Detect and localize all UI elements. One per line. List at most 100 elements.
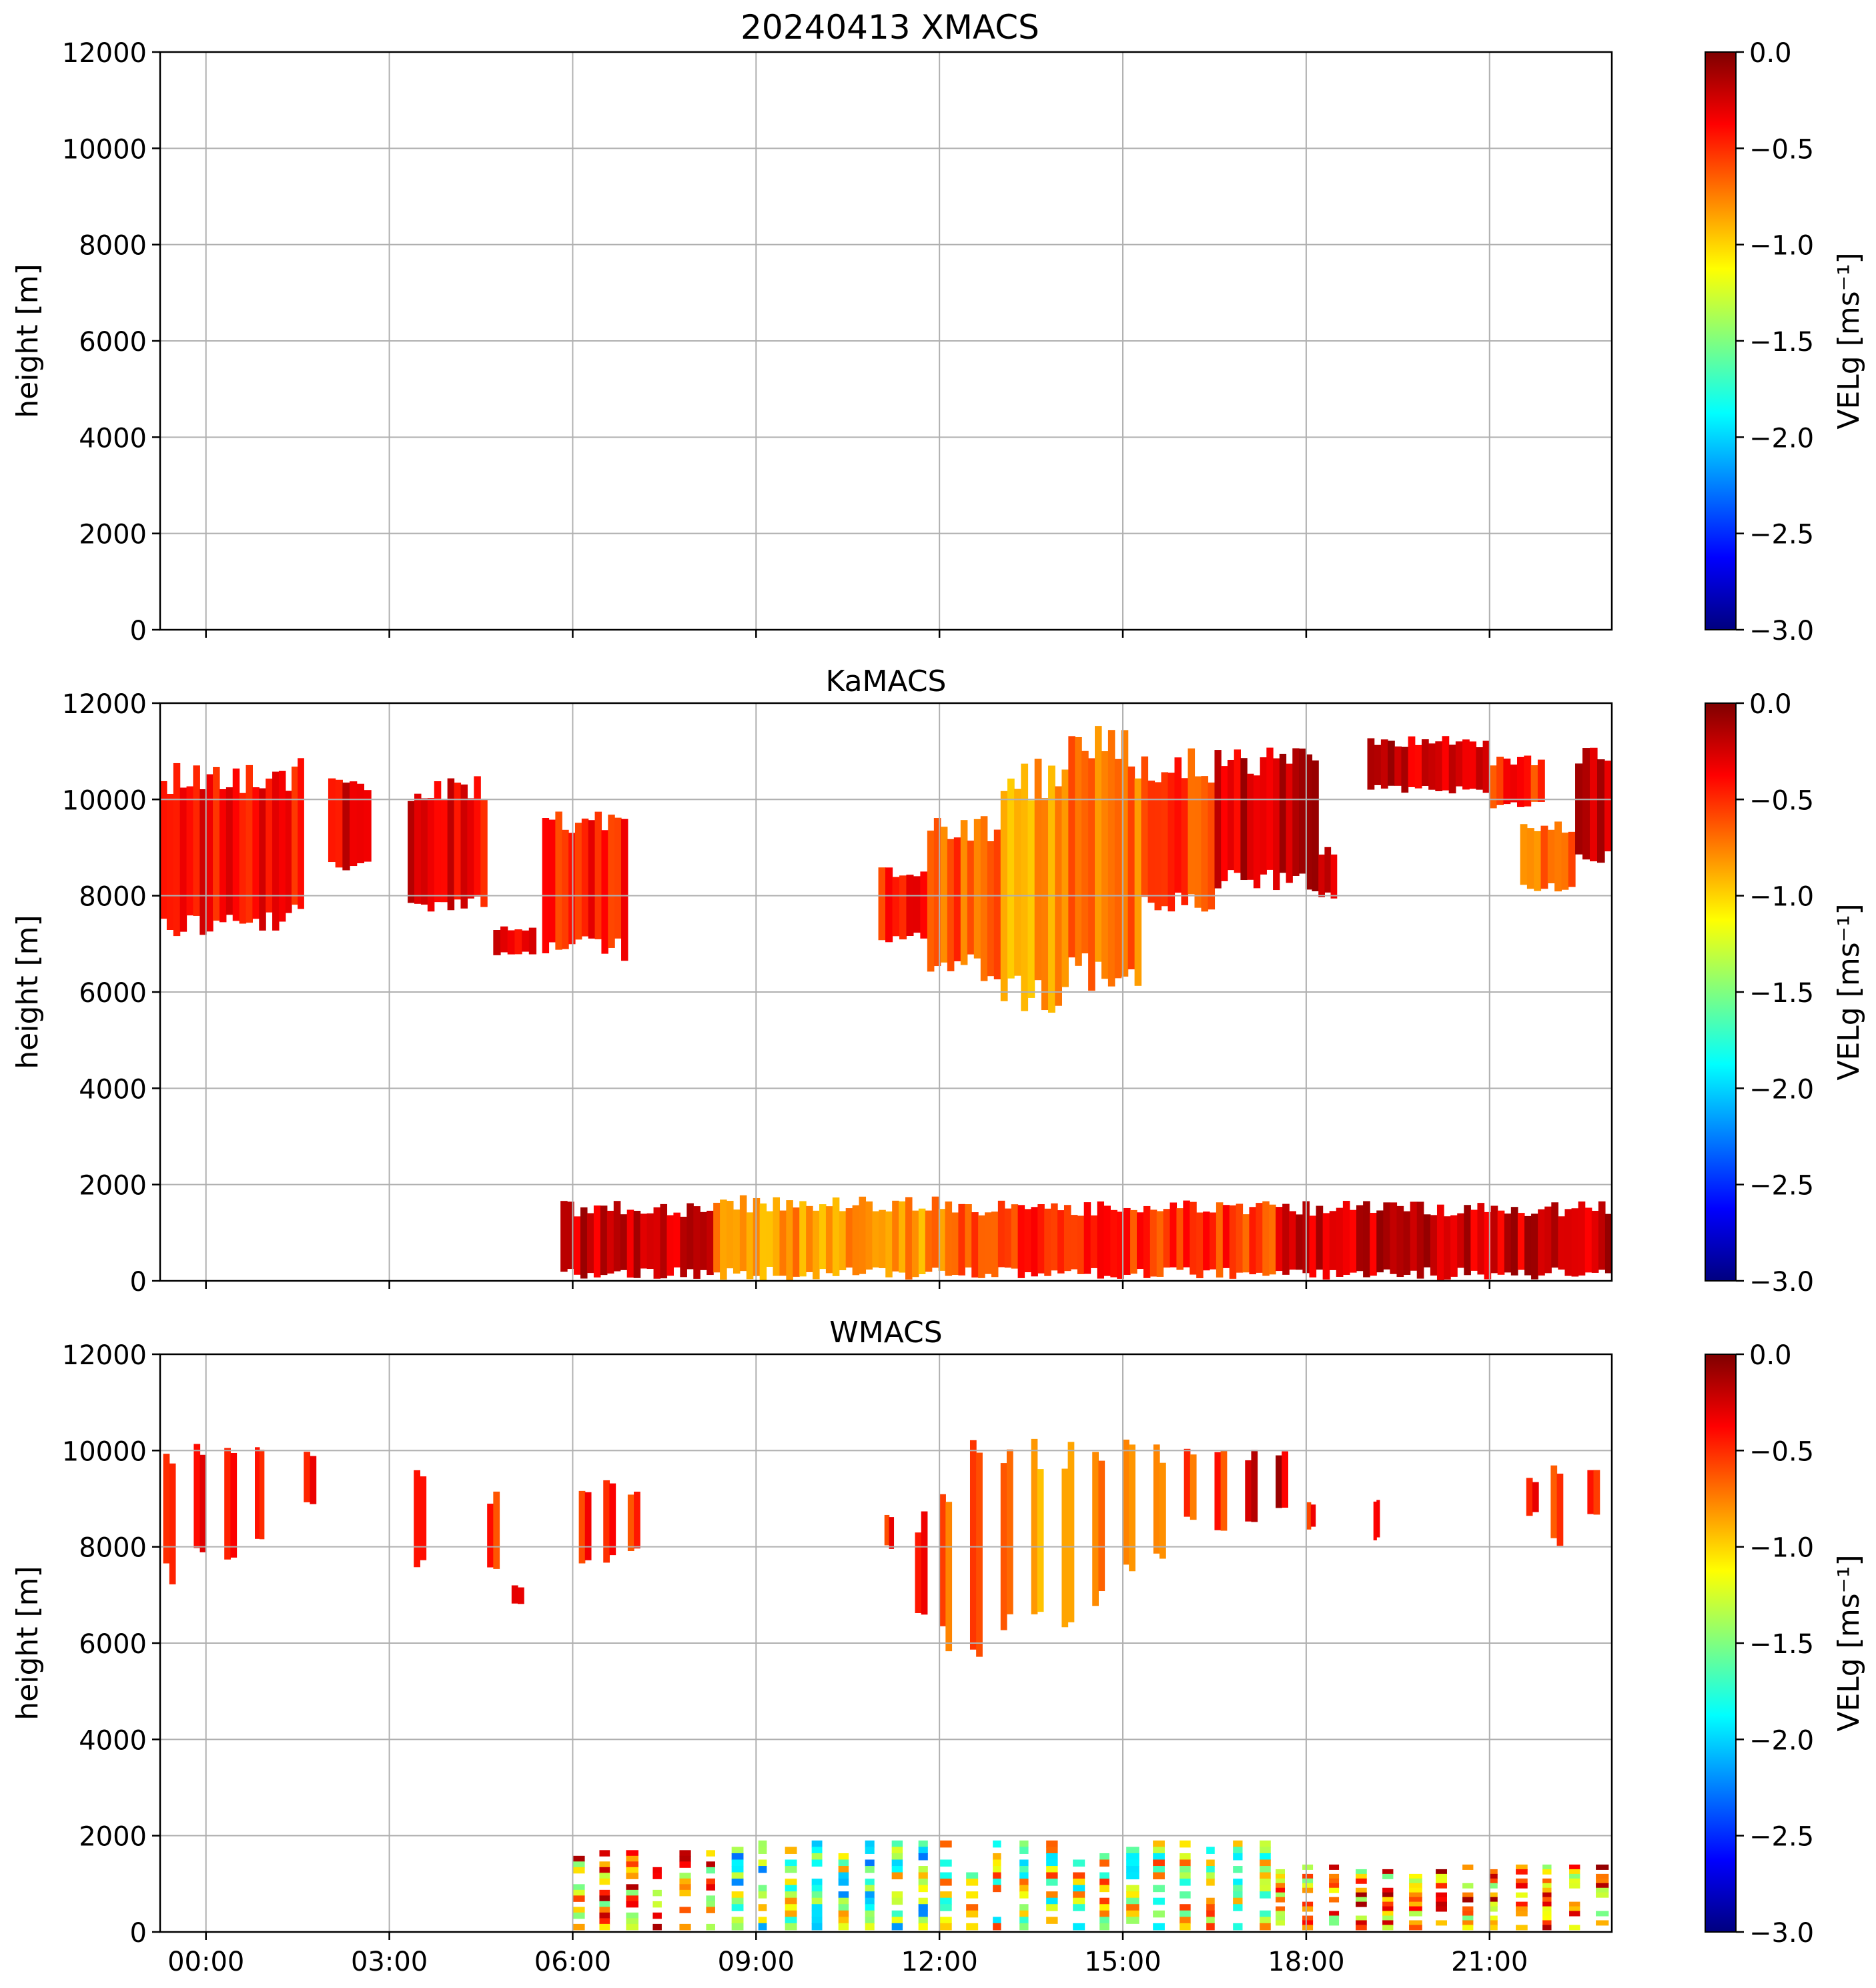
data-cell: [1247, 773, 1254, 880]
data-cell: [1490, 1205, 1498, 1274]
data-cell: [599, 1867, 610, 1874]
data-cell: [1356, 1915, 1367, 1921]
data-cell: [1260, 1866, 1271, 1873]
data-cell: [1183, 1200, 1190, 1268]
data-cell: [1569, 1869, 1580, 1875]
data-cell: [1403, 1211, 1411, 1275]
data-cell: [884, 1514, 890, 1546]
data-cell: [1302, 1906, 1314, 1912]
data-cell: [731, 1923, 744, 1931]
data-cell: [939, 1917, 952, 1924]
y-tick-label: 2000: [79, 520, 147, 550]
data-cell: [793, 1207, 800, 1277]
data-cell: [1526, 1478, 1533, 1516]
data-cell: [1034, 759, 1042, 981]
data-cell: [1260, 1847, 1271, 1854]
data-cell: [1188, 748, 1196, 895]
data-cell: [825, 1206, 833, 1274]
data-cell: [1046, 1853, 1058, 1861]
data-cell: [1206, 1897, 1215, 1905]
data-cell: [838, 1910, 849, 1918]
data-cell: [918, 1847, 928, 1854]
data-cell: [758, 1885, 767, 1893]
data-cell: [1233, 1840, 1243, 1848]
x-tick-label: 21:00: [1451, 1947, 1528, 1977]
data-cell: [1004, 1208, 1012, 1268]
data-cell: [891, 1872, 903, 1880]
data-cell: [1324, 847, 1332, 893]
data-cell: [169, 1463, 176, 1584]
data-cell: [811, 1853, 823, 1861]
data-cell: [899, 1201, 906, 1273]
data-cell: [1410, 1201, 1418, 1271]
data-cell: [1180, 1872, 1191, 1880]
data-cell: [939, 1904, 952, 1911]
data-cell: [785, 1897, 797, 1905]
data-cell: [889, 1517, 895, 1549]
x-tick-label: 12:00: [901, 1947, 978, 1977]
data-cell: [1516, 1925, 1528, 1931]
data-cell: [1180, 1853, 1191, 1861]
data-cell: [1596, 1887, 1609, 1893]
data-cell: [1153, 1910, 1165, 1918]
data-cell: [1203, 1211, 1210, 1271]
data-cell: [1469, 741, 1476, 789]
data-cell: [1497, 1210, 1505, 1275]
data-cell: [993, 829, 1001, 980]
data-cell: [1153, 1853, 1165, 1861]
data-cell: [813, 1210, 820, 1280]
data-cell: [1436, 1204, 1444, 1280]
colorbar-tick-label: −3.0: [1749, 616, 1814, 646]
data-cell: [997, 1200, 1005, 1268]
data-cell: [679, 1850, 691, 1857]
data-cell: [976, 1452, 983, 1657]
y-tick-label: 6000: [79, 1629, 147, 1660]
y-tick-label: 12000: [62, 1340, 147, 1371]
data-cell: [673, 1212, 680, 1268]
data-cell: [1126, 1885, 1139, 1893]
data-cell: [1312, 760, 1319, 892]
data-cell: [1256, 1203, 1263, 1273]
data-cell: [1180, 1923, 1191, 1931]
data-cell: [1590, 747, 1598, 862]
data-cell: [1436, 1920, 1447, 1926]
data-cell: [1233, 1866, 1243, 1873]
data-cell: [580, 1207, 588, 1279]
data-cell: [1041, 798, 1049, 1011]
colorbar-tick-label: −2.0: [1749, 423, 1814, 454]
data-cell: [1516, 1901, 1528, 1907]
data-cell: [285, 791, 292, 913]
data-cell: [1031, 1207, 1038, 1277]
data-cell: [1309, 1215, 1317, 1278]
data-cell: [447, 778, 455, 911]
data-cell: [627, 1494, 634, 1552]
data-cell: [626, 1884, 639, 1891]
data-cell: [1569, 1864, 1580, 1870]
data-cell: [1356, 1869, 1367, 1875]
data-cell: [1356, 1901, 1367, 1907]
data-cell: [1229, 1205, 1237, 1279]
data-cell: [1534, 831, 1542, 891]
data-cell: [1221, 766, 1228, 881]
data-cell: [1537, 759, 1545, 802]
y-tick-label: 2000: [79, 1171, 147, 1201]
data-cell: [487, 1503, 494, 1568]
data-cell: [865, 1923, 875, 1931]
data-cell: [918, 1904, 928, 1911]
data-cell: [1169, 1202, 1178, 1268]
data-cell: [1510, 765, 1518, 803]
data-cell: [1130, 1209, 1137, 1274]
data-cell: [1214, 750, 1222, 889]
data-cell: [620, 1214, 628, 1270]
data-cell: [993, 1879, 1001, 1886]
panel-xmacs: 0 2000 4000 6000 8000 10000 12000 height [m] 0.0…: [11, 38, 1866, 646]
data-cell: [1011, 1204, 1019, 1269]
data-cell: [1489, 1892, 1498, 1898]
data-cell: [1430, 1215, 1438, 1276]
colorbar-tick-label: −2.0: [1749, 1074, 1814, 1105]
data-cell: [1462, 1906, 1474, 1912]
data-cell: [572, 1895, 585, 1902]
data-cell: [965, 1204, 972, 1268]
data-cell: [1184, 1448, 1191, 1517]
y-tick-label: 12000: [62, 38, 147, 69]
